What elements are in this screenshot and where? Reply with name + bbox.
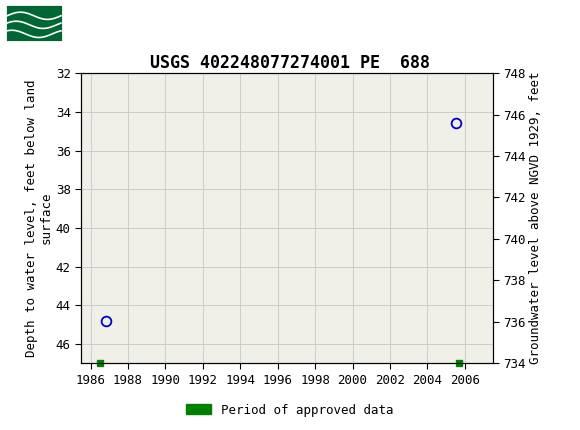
Legend: Period of approved data: Period of approved data — [181, 399, 399, 421]
Text: USGS 402248077274001 PE  688: USGS 402248077274001 PE 688 — [150, 54, 430, 72]
Text: USGS: USGS — [72, 12, 137, 33]
Y-axis label: Depth to water level, feet below land
surface: Depth to water level, feet below land su… — [25, 80, 53, 357]
Bar — [5, 3, 63, 42]
Y-axis label: Groundwater level above NGVD 1929, feet: Groundwater level above NGVD 1929, feet — [529, 72, 542, 365]
